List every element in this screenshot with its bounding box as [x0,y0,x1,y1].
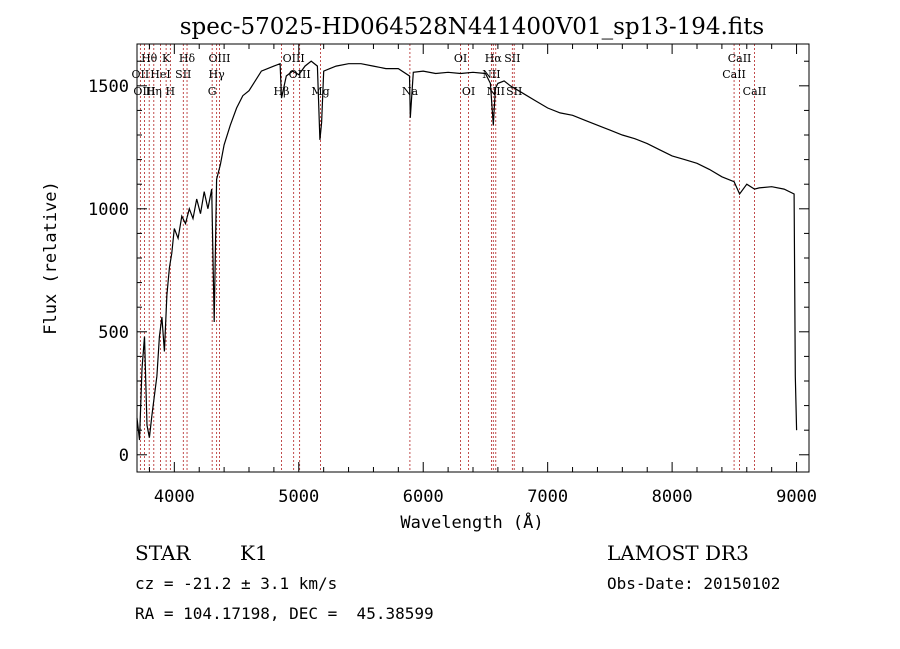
x-tick-label-3: 7000 [527,487,568,507]
redshift-readout: cz = -21.2 ± 3.1 km/s [135,574,337,593]
line-label-3: K [162,52,171,65]
object-class: STAR [135,541,191,565]
line-label-20: SII [504,52,520,65]
y-tick-label-3: 1500 [88,77,129,97]
line-label-17: OI [454,52,467,65]
y-axis-label: Flux (relative) [41,181,61,335]
line-label-2: OIII [133,85,155,98]
y-tick-label-2: 1000 [88,200,129,220]
line-label-21: NII [482,68,500,81]
x-tick-label-0: 4000 [154,487,195,507]
survey-name: LAMOST DR3 [607,541,749,565]
line-label-7: SII [175,68,191,81]
line-label-4: HeI [150,68,170,81]
x-tick-label-1: 5000 [278,487,319,507]
chart-title: spec-57025-HD064528N441400V01_sp13-194.f… [180,14,765,40]
y-tick-label-0: 0 [119,446,129,466]
x-tick-label-5: 9000 [776,487,817,507]
x-axis-label: Wavelength (Å) [400,511,543,533]
object-subclass: K1 [240,541,268,565]
y-tick-label-1: 500 [98,323,129,343]
line-label-8: H [166,85,176,98]
line-label-13: OIII [283,52,305,65]
y-axis: 0 500 1000 1500 [88,60,809,466]
spectral-line-markers [139,44,755,472]
coordinates-readout: RA = 104.17198, DEC = 45.38599 [135,604,434,623]
line-label-5: Hη [146,85,162,98]
spectrum-series [136,60,798,441]
line-label-26: CaII [743,85,767,98]
line-label-25: CaII [722,68,746,81]
line-label-11: G [208,85,217,98]
line-label-19: Hα [485,52,503,65]
line-label-24: CaII [728,52,752,65]
x-tick-label-2: 6000 [403,487,444,507]
line-label-10: Hγ [209,68,226,81]
observation-date: Obs-Date: 20150102 [607,574,780,593]
line-label-0: Hθ [141,52,158,65]
line-label-9: OIII [208,52,230,65]
line-label-18: OI [462,85,475,98]
line-label-6: Hδ [179,52,196,65]
x-tick-label-4: 8000 [652,487,693,507]
line-label-23: SII [506,85,522,98]
line-label-1: OII [132,68,150,81]
x-axis: 4000 5000 6000 7000 8000 9000 [148,44,817,507]
plot-frame [136,43,810,473]
line-label-15: Mg [311,85,329,98]
